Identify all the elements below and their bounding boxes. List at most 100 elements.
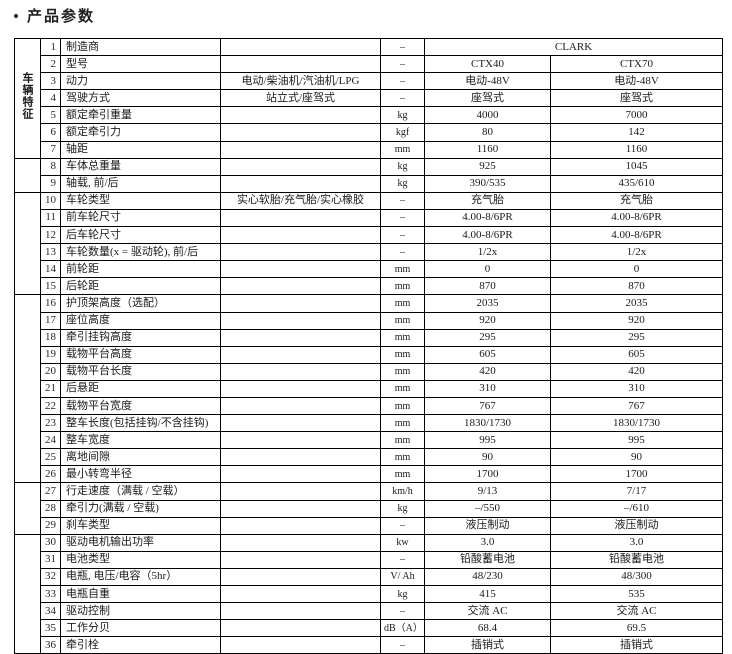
spec-unit-cell: mm [380,448,425,467]
table-row: 24 整车宽度 mm 995 995 [15,431,723,450]
spec-unit-cell: – [380,226,425,245]
table-row: 36 牵引栓 – 插销式 插销式 [15,636,723,654]
spec-value-model1-cell: 310 [424,379,551,398]
row-number-cell: 11 [40,208,61,228]
spec-value-model2-cell: 995 [550,431,723,450]
spec-value-model1-cell: 90 [424,448,551,467]
spec-value-model2-cell: 1830/1730 [550,414,723,433]
table-row: 7 轴距 mm 1160 1160 [15,140,723,159]
spec-value-model2-cell: 电动-48V [550,72,723,91]
spec-value-model2-cell: 7/17 [550,482,723,501]
spec-value-model1-cell: 3.0 [424,533,551,552]
table-row: 27 行走速度（满载 / 空载） km/h 9/13 7/17 [14,482,723,535]
spec-options-cell [220,379,381,398]
spec-options-cell [220,106,381,125]
spec-options-cell [220,482,381,501]
table-row: 10 车轮类型 实心软胎/充气胎/实心橡胶 – 充气胎 充气胎 [14,191,723,296]
spec-value-model1-cell: 390/535 [424,174,551,193]
spec-value-model2-cell: 920 [550,311,723,330]
spec-unit-cell: mm [380,294,425,313]
spec-value-model1-cell: 9/13 [424,482,551,501]
table-row: 6 额定牵引力 kgf 80 142 [15,123,723,142]
table-row: 26 最小转弯半径 mm 1700 1700 [15,465,723,484]
spec-options-cell [220,550,381,569]
spec-name-cell: 轴载, 前/后 [60,174,221,193]
spec-value-model2-cell: 870 [550,277,723,296]
group-label: 车辆特征 [21,71,34,120]
spec-options-cell [220,208,381,228]
spec-value-model1-cell: 870 [424,277,551,296]
table-row: 3 动力 电动/柴油机/汽油机/LPG – 电动-48V 电动-48V [15,72,723,91]
spec-options-cell [220,311,381,330]
spec-name-cell: 整车宽度 [60,431,221,450]
table-row: 23 整车长度(包括挂钩/不含挂钩) mm 1830/1730 1830/1730 [15,414,723,433]
spec-name-cell: 后车轮尺寸 [60,226,221,245]
spec-options-cell [220,277,381,296]
spec-value-model2-cell: CTX70 [550,55,723,74]
spec-value-model1-cell: 充气胎 [424,191,551,210]
spec-unit-cell: kg [380,584,425,604]
spec-name-cell: 驱动电机输出功率 [60,533,221,552]
table-row: 8 车体总重量 kg 925 1045 [14,157,723,193]
row-number-cell: 23 [40,414,61,433]
row-number-cell: 7 [40,140,61,159]
spec-value-model1-cell: 液压制动 [424,516,551,535]
row-number-cell: 19 [40,345,61,364]
spec-name-cell: 动力 [60,72,221,91]
spec-value-model2-cell: 3.0 [550,533,723,552]
row-number-cell: 8 [40,157,61,176]
spec-unit-cell: mm [380,140,425,159]
spec-value-model2-cell: 69.5 [550,619,723,638]
row-number-cell: 32 [40,567,61,587]
spec-unit-cell: mm [380,277,425,296]
row-number-cell: 3 [40,72,61,91]
spec-name-cell: 额定牵引重量 [60,106,221,125]
spec-name-cell: 前车轮尺寸 [60,208,221,228]
spec-value-model2-cell: 1045 [550,157,723,176]
spec-value-model1-cell: 铅酸蓄电池 [424,550,551,569]
row-number-cell: 4 [40,89,61,108]
row-number-cell: 28 [40,499,61,518]
table-row: 11 前车轮尺寸 –4.00-8/6PR 4.00-8/6PR [15,208,723,228]
spec-options-cell [220,584,381,604]
table-row: 9 轴载, 前/后 kg 390/535 435/610 [15,174,723,193]
spec-name-cell: 座位高度 [60,311,221,330]
spec-value-model2-cell: 535 [550,584,723,604]
spec-value-model2-cell: 交流 AC [550,602,723,621]
row-number-cell: 9 [40,174,61,193]
spec-options-cell [220,328,381,347]
spec-value-model2-cell: 座驾式 [550,89,723,108]
spec-name-cell: 电瓶自重 [60,584,221,604]
spec-unit-cell: kgf [380,123,425,142]
group-label-cell [14,533,41,654]
spec-unit-cell: kw [380,533,425,552]
spec-value-model2-cell: 7000 [550,106,723,125]
spec-value-model2-cell: 1160 [550,140,723,159]
page-title-text: 产品参数 [27,6,96,25]
spec-unit-cell: dB（A） [380,619,425,638]
spec-value-model2-cell: 1/2x [550,243,723,262]
spec-unit-cell: – [380,243,425,262]
table-row: 17 座位高度 mm 920 920 [15,311,723,330]
spec-options-cell [220,37,381,57]
table-row: 29 刹车类型 – 液压制动 液压制动 [15,516,723,535]
row-number-cell: 18 [40,328,61,347]
spec-name-cell: 载物平台高度 [60,345,221,364]
spec-value-model1-cell: 4.00-8/6PR [424,208,551,228]
spec-value-model1-cell: 4000 [424,106,551,125]
spec-value-model2-cell: 插销式 [550,636,723,654]
spec-name-cell: 牵引力(满载 / 空载) [60,499,221,518]
spec-name-cell: 离地间隙 [60,448,221,467]
table-row: 18 牵引挂钩高度 mm 295 295 [15,328,723,347]
spec-value-model1-cell: 48/230 [424,567,551,587]
row-number-cell: 30 [40,533,61,552]
row-number-cell: 20 [40,362,61,381]
spec-unit-cell: – [380,89,425,108]
table-row: 13 车轮数量(x = 驱动轮), 前/后 –1/2x 1/2x [15,243,723,262]
spec-unit-cell: kg [380,174,425,193]
spec-options-cell [220,533,381,552]
row-number-cell: 15 [40,277,61,296]
row-number-cell: 24 [40,431,61,450]
table-row: 4 驾驶方式 站立式/座驾式 – 座驾式 座驾式 [15,89,723,108]
spec-options-cell [220,140,381,159]
